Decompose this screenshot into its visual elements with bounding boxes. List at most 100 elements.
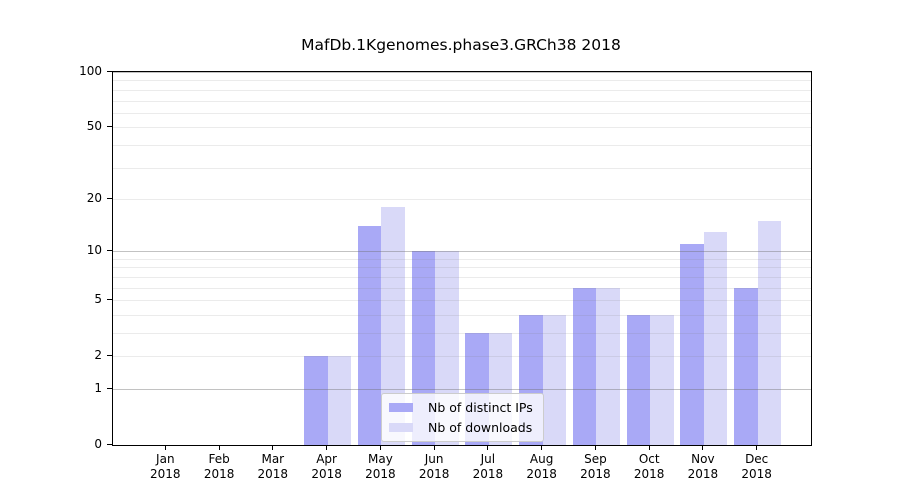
x-tick-line: 2018 bbox=[633, 467, 665, 481]
y-tick-mark bbox=[107, 197, 112, 199]
legend-swatch bbox=[389, 423, 413, 432]
x-tick-mark bbox=[379, 445, 381, 450]
y-tick-label: 20 bbox=[86, 190, 102, 205]
y-tick-mark bbox=[107, 388, 112, 389]
x-tick-line: 2018 bbox=[472, 467, 504, 481]
y-tick-mark bbox=[107, 250, 112, 252]
x-tick-mark bbox=[648, 445, 650, 450]
y-tick-label: 100 bbox=[79, 64, 102, 78]
x-tick-label: Apr 2018 bbox=[295, 452, 359, 482]
y-tick-label: 1 bbox=[94, 381, 102, 395]
x-tick-mark bbox=[272, 445, 274, 450]
legend-label: Nb of distinct IPs bbox=[428, 400, 533, 415]
y-tick-mark bbox=[107, 355, 112, 357]
bar-may-s1 bbox=[381, 207, 405, 445]
gridline-minor bbox=[113, 276, 811, 278]
y-tick-label: 50 bbox=[86, 119, 102, 134]
legend-row: Nb of distinct IPs bbox=[389, 400, 533, 415]
legend-row: Nb of downloads bbox=[389, 420, 533, 435]
x-tick-line: 2018 bbox=[418, 467, 450, 481]
gridline-minor bbox=[113, 267, 811, 269]
chart-title: MafDb.1Kgenomes.phase3.GRCh38 2018 bbox=[301, 36, 621, 54]
gridline-minor bbox=[113, 80, 811, 82]
y-tick-label: 10 bbox=[86, 243, 102, 258]
x-tick-line: 2018 bbox=[580, 467, 611, 481]
x-tick-line: 2018 bbox=[741, 467, 772, 481]
x-tick-label: May 2018 bbox=[348, 452, 412, 482]
gridline-major bbox=[113, 389, 811, 390]
x-tick-mark bbox=[702, 445, 704, 450]
x-tick-label: Nov 2018 bbox=[671, 452, 735, 482]
x-tick-line: 2018 bbox=[526, 467, 557, 481]
legend-label: Nb of downloads bbox=[428, 420, 533, 435]
x-tick-line: Feb bbox=[208, 452, 230, 466]
bar-aug-s1 bbox=[542, 314, 567, 445]
x-tick-label: Jun 2018 bbox=[402, 452, 466, 482]
x-tick-mark bbox=[541, 445, 543, 450]
x-tick-line: 2018 bbox=[687, 467, 719, 481]
x-tick-line: 2018 bbox=[203, 467, 235, 481]
x-tick-line: 2018 bbox=[365, 467, 396, 481]
bar-apr-s0 bbox=[304, 356, 328, 445]
gridline-major bbox=[113, 251, 811, 253]
bar-nov-s1 bbox=[703, 231, 728, 445]
x-tick-line: 2018 bbox=[150, 467, 181, 481]
x-tick-mark bbox=[594, 445, 596, 450]
x-tick-mark bbox=[756, 445, 758, 450]
gridline-minor bbox=[113, 100, 811, 102]
y-tick-mark bbox=[107, 444, 112, 445]
x-tick-label: Dec 2018 bbox=[725, 452, 789, 482]
x-tick-label: Jul 2018 bbox=[456, 452, 520, 482]
bar-oct-s1 bbox=[650, 314, 674, 445]
y-tick-mark bbox=[107, 299, 112, 301]
x-tick-line: 2018 bbox=[257, 467, 289, 481]
x-tick-line: Aug bbox=[529, 452, 554, 466]
y-tick-label: 2 bbox=[94, 348, 102, 363]
legend: Nb of distinct IPs Nb of downloads bbox=[381, 393, 544, 442]
plot-area: Nb of distinct IPs Nb of downloads bbox=[112, 71, 812, 446]
gridline-minor bbox=[113, 258, 811, 260]
x-tick-line: Jun bbox=[424, 452, 444, 466]
legend-swatch bbox=[389, 403, 413, 412]
x-tick-mark bbox=[326, 445, 328, 450]
x-tick-label: Oct 2018 bbox=[617, 452, 681, 482]
gridline-minor bbox=[113, 333, 811, 334]
bar-may-s0 bbox=[357, 226, 382, 445]
gridline-minor bbox=[113, 314, 811, 316]
x-tick-mark bbox=[433, 445, 435, 450]
x-tick-line: Sep bbox=[584, 452, 607, 466]
x-tick-line: May bbox=[367, 452, 393, 466]
x-tick-mark bbox=[164, 445, 166, 450]
bar-dec-s0 bbox=[734, 287, 758, 445]
x-tick-line: Apr bbox=[316, 452, 337, 466]
x-tick-line: Dec bbox=[745, 452, 769, 466]
x-tick-label: Sep 2018 bbox=[563, 452, 627, 482]
gridline-minor bbox=[113, 112, 811, 114]
y-tick-mark bbox=[107, 126, 112, 128]
gridline-minor bbox=[113, 127, 811, 129]
y-tick-mark bbox=[107, 71, 112, 72]
bar-oct-s0 bbox=[626, 314, 651, 445]
bar-nov-s0 bbox=[680, 244, 704, 445]
y-tick-label: 5 bbox=[94, 292, 102, 307]
x-tick-label: Feb 2018 bbox=[187, 452, 251, 482]
x-tick-mark bbox=[218, 445, 220, 450]
x-tick-line: Jul bbox=[480, 452, 496, 466]
gridline-minor bbox=[113, 144, 811, 146]
gridline-minor bbox=[113, 198, 811, 200]
gridline-minor bbox=[113, 287, 811, 289]
bar-sep-s0 bbox=[572, 287, 597, 445]
x-tick-label: Mar 2018 bbox=[241, 452, 305, 482]
gridline-minor bbox=[113, 356, 811, 358]
x-tick-line: Jan bbox=[156, 452, 175, 466]
gridline-minor bbox=[113, 89, 811, 91]
x-tick-line: Mar bbox=[261, 452, 285, 466]
x-tick-line: Oct bbox=[638, 452, 660, 466]
gridline-minor bbox=[113, 167, 811, 169]
x-tick-line: Nov bbox=[691, 452, 715, 466]
bar-sep-s1 bbox=[596, 287, 620, 445]
x-tick-mark bbox=[487, 445, 489, 450]
x-tick-label: Aug 2018 bbox=[510, 452, 574, 482]
gridline-minor bbox=[113, 300, 811, 302]
